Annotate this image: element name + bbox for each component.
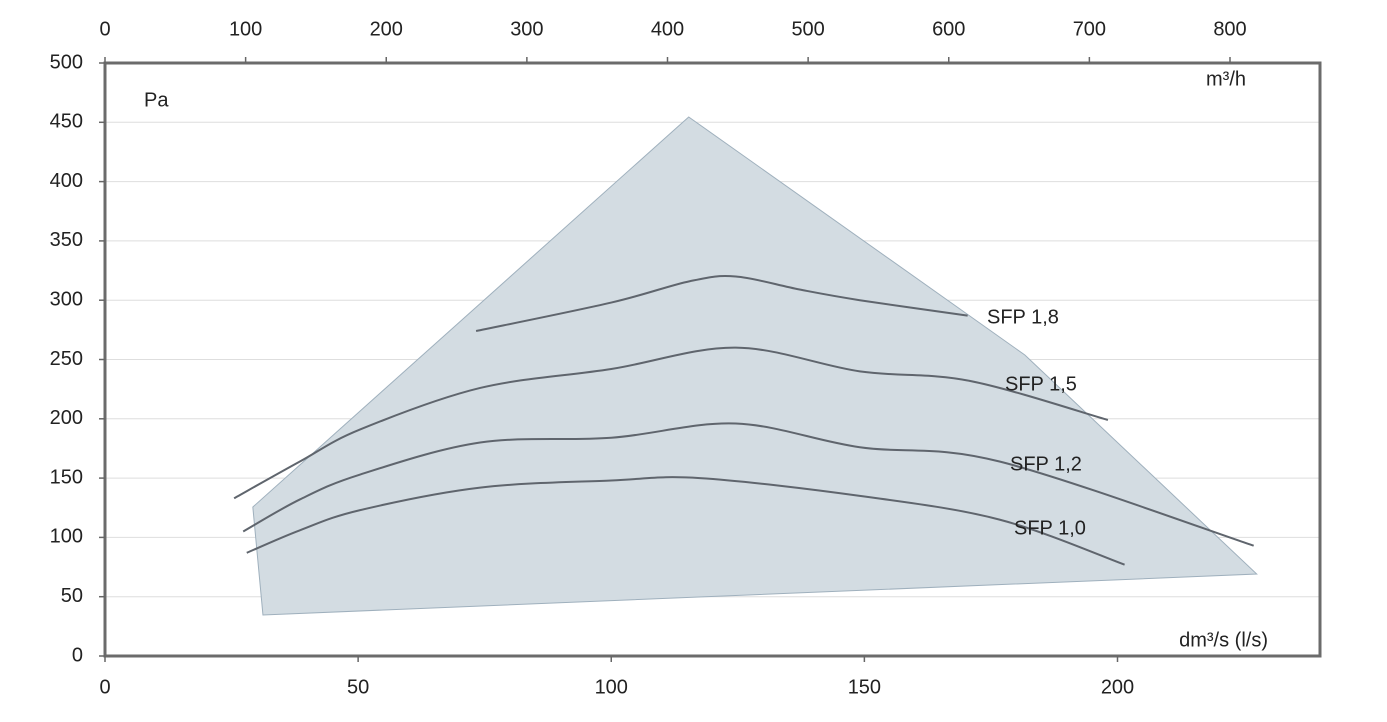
- series-label: SFP 1,2: [1010, 453, 1082, 475]
- x2-tick-label: 0: [99, 18, 110, 40]
- x-tick-label: 0: [99, 676, 110, 698]
- series-label: SFP 1,0: [1014, 517, 1086, 539]
- sfp-curve: [233, 346, 1109, 500]
- x-axis-label: dm³/s (l/s): [1179, 629, 1268, 651]
- x2-axis-label: m³/h: [1206, 68, 1246, 90]
- y-tick-label: 150: [50, 466, 83, 488]
- y-tick-label: 0: [72, 644, 83, 666]
- y-tick-label: 200: [50, 407, 83, 429]
- x2-tick-label: 600: [932, 18, 965, 40]
- operating-range: [252, 116, 1258, 616]
- y-tick-label: 400: [50, 170, 83, 192]
- x-tick-label: 50: [347, 676, 369, 698]
- series-label: SFP 1,5: [1005, 373, 1077, 395]
- plot: [103, 61, 1322, 658]
- y-tick-label: 100: [50, 526, 83, 548]
- y-tick-label: 500: [50, 51, 83, 73]
- sfp-curve: [475, 275, 968, 333]
- x2-tick-label: 700: [1073, 18, 1106, 40]
- y-tick-label: 350: [50, 229, 83, 251]
- x-tick-label: 150: [848, 676, 881, 698]
- x2-tick-label: 800: [1213, 18, 1246, 40]
- y-tick-label: 50: [61, 585, 83, 607]
- x2-tick-label: 400: [651, 18, 684, 40]
- x2-tick-label: 500: [791, 18, 824, 40]
- x2-tick-label: 100: [229, 18, 262, 40]
- x-tick-label: 100: [595, 676, 628, 698]
- y-tick-label: 300: [50, 288, 83, 310]
- y-tick-label: 450: [50, 111, 83, 133]
- series-label: SFP 1,8: [987, 306, 1059, 328]
- sfp-curve: [246, 476, 1125, 566]
- x2-tick-label: 200: [370, 18, 403, 40]
- sfp-curve: [242, 422, 1254, 547]
- x-tick-label: 200: [1101, 676, 1134, 698]
- y-tick-label: 250: [50, 348, 83, 370]
- x2-tick-label: 300: [510, 18, 543, 40]
- y-axis-label: Pa: [144, 89, 169, 111]
